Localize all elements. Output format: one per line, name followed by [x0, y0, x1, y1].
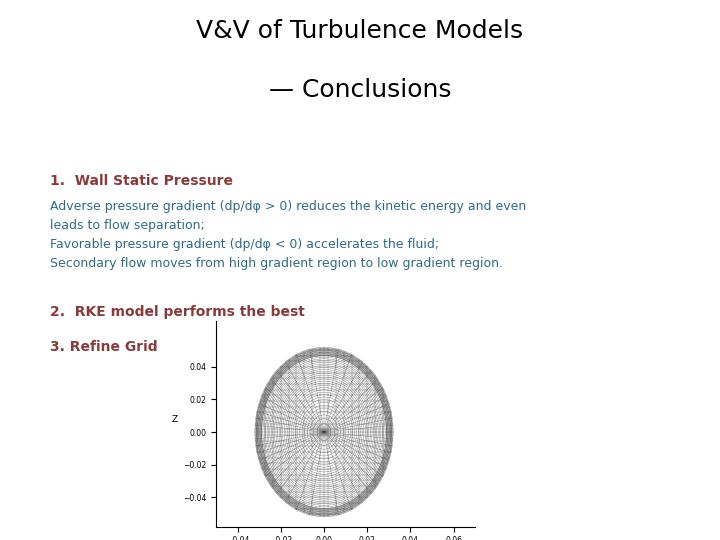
Text: 1.  Wall Static Pressure: 1. Wall Static Pressure	[50, 174, 233, 188]
Text: — Conclusions: — Conclusions	[269, 78, 451, 102]
Y-axis label: Z: Z	[171, 415, 178, 424]
Text: Adverse pressure gradient (dp/dφ > 0) reduces the kinetic energy and even
leads : Adverse pressure gradient (dp/dφ > 0) re…	[50, 200, 526, 270]
Text: 2.  RKE model performs the best: 2. RKE model performs the best	[50, 305, 305, 319]
Text: 3. Refine Grid: 3. Refine Grid	[50, 340, 158, 354]
Text: V&V of Turbulence Models: V&V of Turbulence Models	[197, 19, 523, 43]
